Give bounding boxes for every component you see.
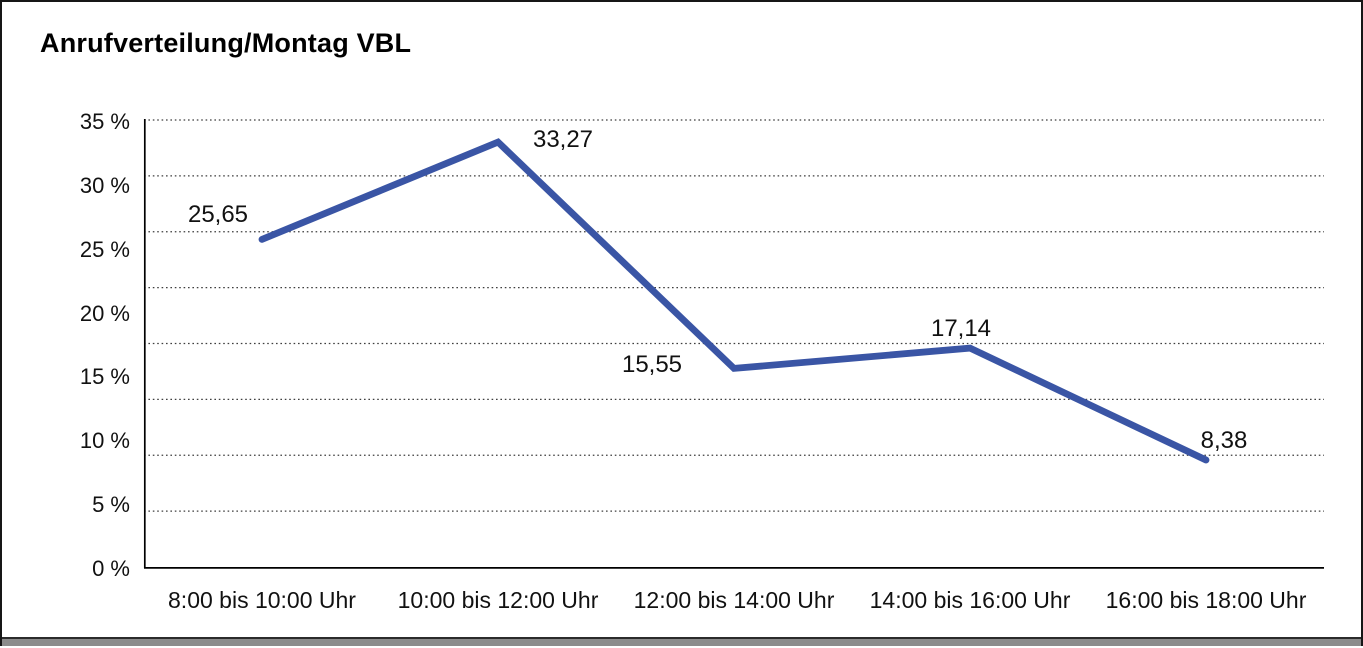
gridlines xyxy=(144,119,1324,512)
x-axis-category-label: 16:00 bis 18:00 Uhr xyxy=(1105,587,1307,613)
data-line xyxy=(258,138,1210,464)
x-axis-category-label: 8:00 bis 10:00 Uhr xyxy=(168,587,356,613)
chart-title: Anrufverteilung/Montag VBL xyxy=(40,28,412,58)
bottom-frame-bar xyxy=(2,637,1361,646)
y-axis-tick-label: 30 % xyxy=(79,172,130,198)
y-axis-tick-label: 15 % xyxy=(79,364,130,390)
x-axis-category-label: 12:00 bis 14:00 Uhr xyxy=(633,587,835,613)
y-axis-tick-label: 0 % xyxy=(92,556,130,581)
data-point-value-label: 8,38 xyxy=(1200,426,1248,454)
y-axis-tick-label: 35 % xyxy=(79,109,130,134)
data-point-value-label: 25,65 xyxy=(187,201,249,229)
x-axis-category-label: 14:00 bis 16:00 Uhr xyxy=(869,587,1071,613)
x-axis-category-label: 10:00 bis 12:00 Uhr xyxy=(397,587,599,613)
data-point-value-label: 17,14 xyxy=(930,315,992,343)
data-point-value-label: 15,55 xyxy=(621,351,683,379)
y-axis-tick-label: 10 % xyxy=(79,428,130,454)
y-axis-tick-label: 20 % xyxy=(79,300,130,326)
data-point-value-label: 33,27 xyxy=(532,126,594,154)
y-axis-tick-label: 25 % xyxy=(79,236,130,262)
y-axis-tick-label: 5 % xyxy=(92,492,130,518)
